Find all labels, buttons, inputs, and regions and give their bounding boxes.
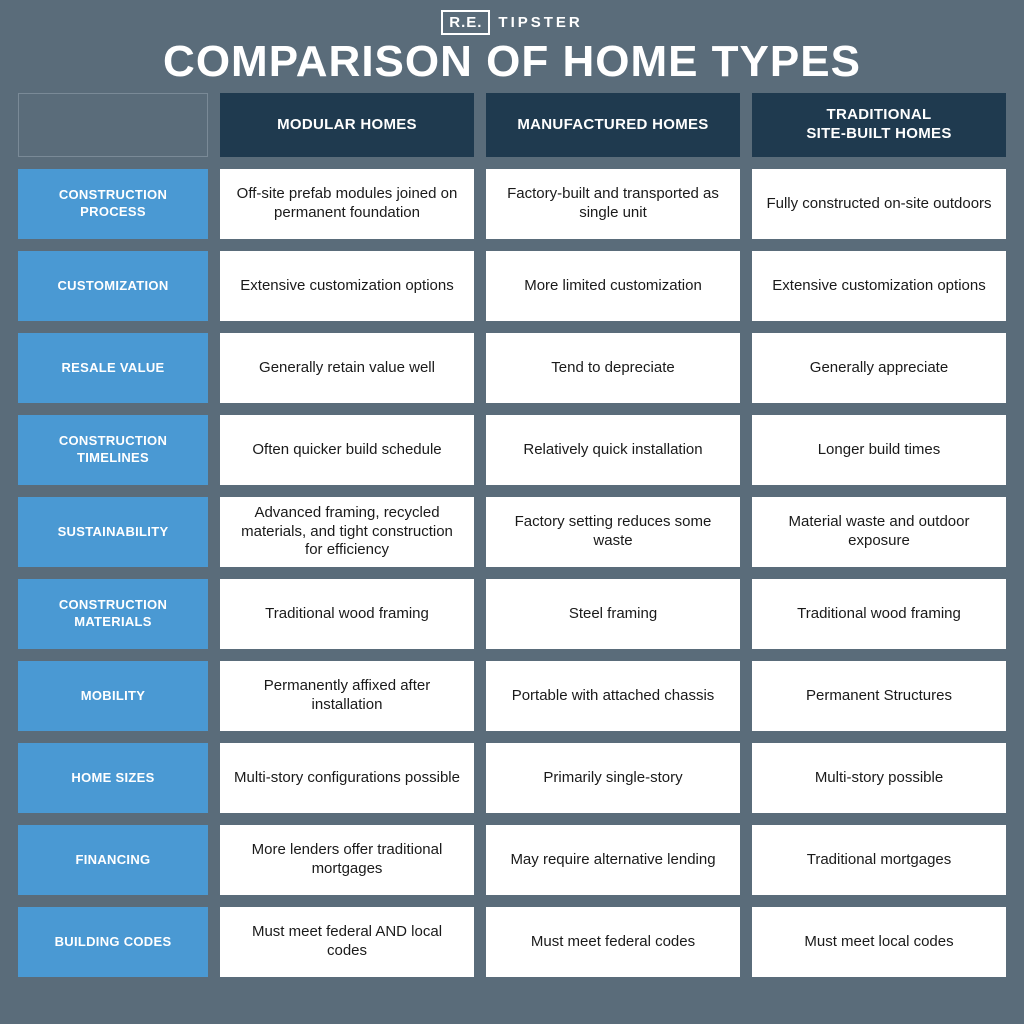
table-cell: Material waste and outdoor exposure — [752, 497, 1006, 567]
table-cell: More lenders offer traditional mortgages — [220, 825, 474, 895]
page-title: COMPARISON OF HOME TYPES — [163, 37, 861, 87]
table-corner-empty — [18, 93, 208, 157]
table-cell: Permanently affixed after installation — [220, 661, 474, 731]
table-cell: More limited customization — [486, 251, 740, 321]
row-header: SUSTAINABILITY — [18, 497, 208, 567]
table-cell: Factory setting reduces some waste — [486, 497, 740, 567]
table-cell: Often quicker build schedule — [220, 415, 474, 485]
table-cell: Portable with attached chassis — [486, 661, 740, 731]
row-header: HOME SIZES — [18, 743, 208, 813]
table-cell: Must meet federal codes — [486, 907, 740, 977]
column-header: MANUFACTURED HOMES — [486, 93, 740, 157]
table-cell: Factory-built and transported as single … — [486, 169, 740, 239]
table-cell: Must meet federal AND local codes — [220, 907, 474, 977]
table-cell: Longer build times — [752, 415, 1006, 485]
table-cell: Traditional wood framing — [752, 579, 1006, 649]
row-header: CONSTRUCTION MATERIALS — [18, 579, 208, 649]
row-header: FINANCING — [18, 825, 208, 895]
table-cell: Generally appreciate — [752, 333, 1006, 403]
table-cell: May require alternative lending — [486, 825, 740, 895]
table-cell: Extensive customization options — [752, 251, 1006, 321]
table-cell: Generally retain value well — [220, 333, 474, 403]
row-header: BUILDING CODES — [18, 907, 208, 977]
logo-box: R.E. — [441, 10, 490, 35]
table-cell: Multi-story possible — [752, 743, 1006, 813]
table-cell: Traditional wood framing — [220, 579, 474, 649]
table-cell: Extensive customization options — [220, 251, 474, 321]
row-header: MOBILITY — [18, 661, 208, 731]
table-cell: Tend to depreciate — [486, 333, 740, 403]
table-cell: Relatively quick installation — [486, 415, 740, 485]
table-cell: Traditional mortgages — [752, 825, 1006, 895]
row-header: CONSTRUCTION TIMELINES — [18, 415, 208, 485]
comparison-table: MODULAR HOMESMANUFACTURED HOMESTRADITION… — [18, 93, 1006, 977]
logo-text: TIPSTER — [498, 14, 582, 31]
table-cell: Fully constructed on-site outdoors — [752, 169, 1006, 239]
row-header: RESALE VALUE — [18, 333, 208, 403]
table-cell: Steel framing — [486, 579, 740, 649]
row-header: CUSTOMIZATION — [18, 251, 208, 321]
table-cell: Off-site prefab modules joined on perman… — [220, 169, 474, 239]
column-header: TRADITIONAL SITE-BUILT HOMES — [752, 93, 1006, 157]
table-cell: Must meet local codes — [752, 907, 1006, 977]
table-cell: Permanent Structures — [752, 661, 1006, 731]
table-cell: Advanced framing, recycled materials, an… — [220, 497, 474, 567]
table-cell: Primarily single-story — [486, 743, 740, 813]
table-cell: Multi-story configurations possible — [220, 743, 474, 813]
brand-logo: R.E. TIPSTER — [441, 10, 583, 35]
column-header: MODULAR HOMES — [220, 93, 474, 157]
row-header: CONSTRUCTION PROCESS — [18, 169, 208, 239]
